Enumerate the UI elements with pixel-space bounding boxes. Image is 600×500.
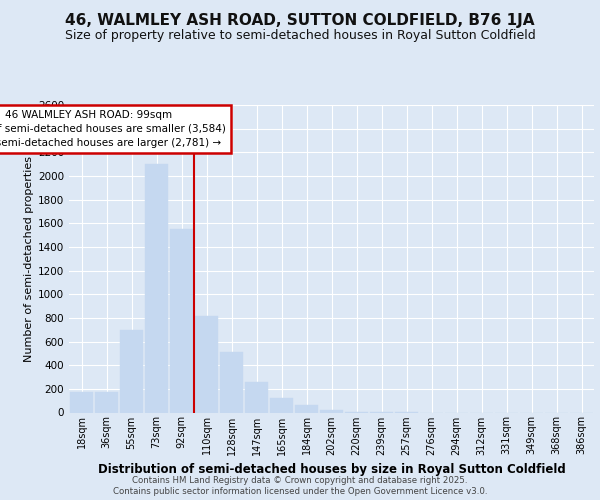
Bar: [195, 316, 218, 412]
Bar: [145, 164, 168, 412]
X-axis label: Distribution of semi-detached houses by size in Royal Sutton Coldfield: Distribution of semi-detached houses by …: [98, 463, 565, 476]
Bar: [295, 405, 318, 412]
Bar: [320, 410, 343, 412]
Text: 46, WALMLEY ASH ROAD, SUTTON COLDFIELD, B76 1JA: 46, WALMLEY ASH ROAD, SUTTON COLDFIELD, …: [65, 12, 535, 28]
Bar: [170, 229, 193, 412]
Bar: [120, 330, 143, 412]
Bar: [220, 352, 243, 412]
Text: Size of property relative to semi-detached houses in Royal Sutton Coldfield: Size of property relative to semi-detach…: [65, 29, 535, 42]
Bar: [95, 392, 118, 412]
Bar: [245, 382, 268, 412]
Text: Contains HM Land Registry data © Crown copyright and database right 2025.: Contains HM Land Registry data © Crown c…: [132, 476, 468, 485]
Bar: [270, 398, 293, 412]
Text: 46 WALMLEY ASH ROAD: 99sqm
← 56% of semi-detached houses are smaller (3,584)
44%: 46 WALMLEY ASH ROAD: 99sqm ← 56% of semi…: [0, 110, 226, 148]
Y-axis label: Number of semi-detached properties: Number of semi-detached properties: [24, 156, 34, 362]
Text: Contains public sector information licensed under the Open Government Licence v3: Contains public sector information licen…: [113, 487, 487, 496]
Bar: [70, 392, 93, 412]
